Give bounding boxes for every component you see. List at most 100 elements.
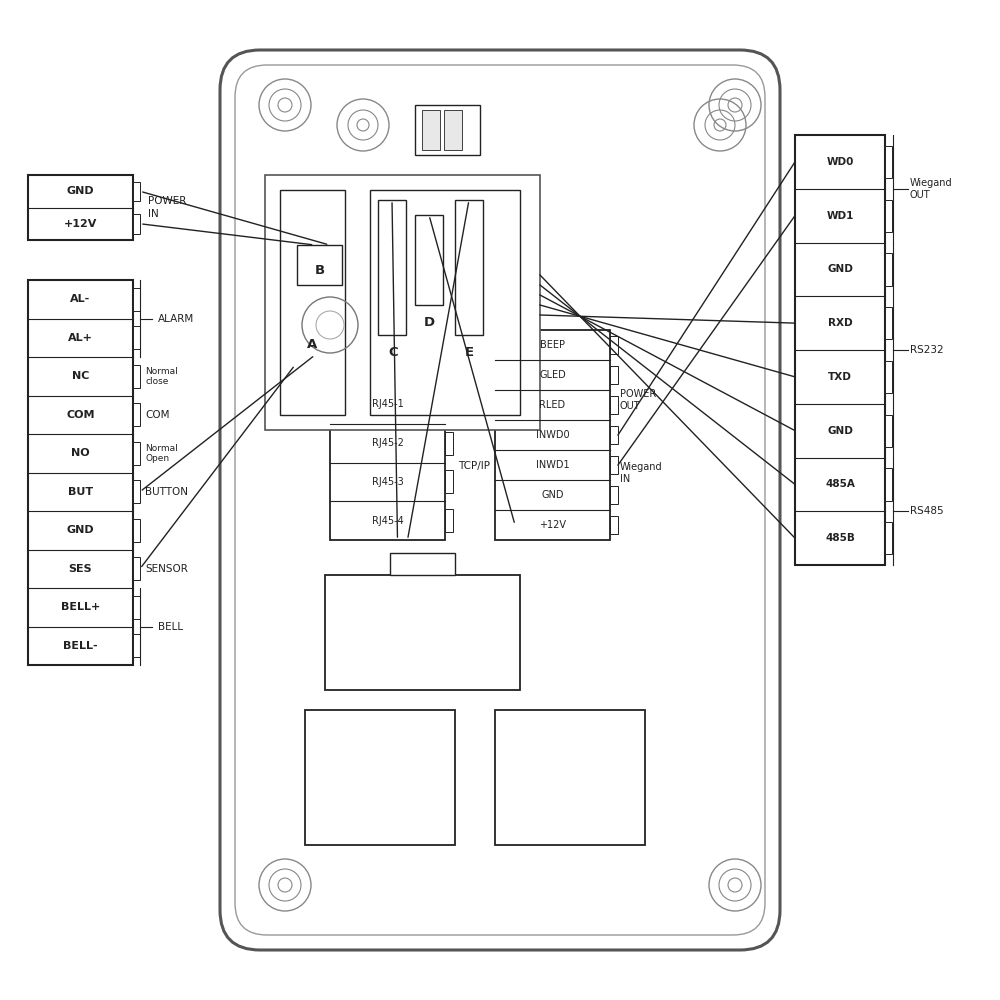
Bar <box>133 442 140 465</box>
Bar <box>133 214 140 233</box>
Text: BELL+: BELL+ <box>61 602 100 612</box>
Bar <box>885 522 892 554</box>
Bar <box>445 432 453 455</box>
Text: Normal
Open: Normal Open <box>145 444 178 463</box>
Bar <box>133 557 140 580</box>
Text: BUTTON: BUTTON <box>145 487 188 497</box>
Text: SES: SES <box>69 564 92 574</box>
Bar <box>133 403 140 426</box>
Bar <box>795 135 885 565</box>
Text: BELL-: BELL- <box>63 641 98 651</box>
Text: NC: NC <box>72 371 89 381</box>
Text: TXD: TXD <box>828 372 852 382</box>
Bar <box>610 336 618 354</box>
Bar <box>445 470 453 493</box>
Bar <box>885 468 892 500</box>
Bar <box>415 105 480 155</box>
Bar <box>133 365 140 388</box>
Bar <box>378 200 406 335</box>
Bar <box>885 253 892 286</box>
Text: NO: NO <box>71 448 90 458</box>
Text: Wiegand
IN: Wiegand IN <box>620 462 663 484</box>
Text: COM: COM <box>66 410 95 420</box>
Bar <box>445 393 453 416</box>
Text: RJ45-1: RJ45-1 <box>372 399 403 409</box>
Bar <box>610 516 618 534</box>
Text: GND: GND <box>67 186 94 196</box>
Text: COM: COM <box>145 410 170 420</box>
Text: 485B: 485B <box>825 533 855 543</box>
FancyBboxPatch shape <box>235 65 765 935</box>
Text: TCP/IP: TCP/IP <box>458 461 490 471</box>
Bar <box>445 509 453 532</box>
Text: GND: GND <box>827 426 853 436</box>
Text: Normal
close: Normal close <box>145 367 178 386</box>
Bar <box>280 190 345 415</box>
Bar <box>297 245 342 285</box>
Bar <box>495 330 610 540</box>
Text: E: E <box>464 346 474 359</box>
Text: SENSOR: SENSOR <box>145 564 188 574</box>
Bar <box>495 710 645 845</box>
Text: RS485: RS485 <box>910 506 944 516</box>
Bar <box>610 486 618 504</box>
Text: RXD: RXD <box>828 318 852 328</box>
Text: AL+: AL+ <box>68 333 93 343</box>
Bar <box>390 553 455 575</box>
Text: Wiegand
OUT: Wiegand OUT <box>910 178 953 200</box>
Bar <box>610 366 618 384</box>
Bar <box>133 288 140 311</box>
Text: +12V: +12V <box>64 219 97 229</box>
Bar <box>330 385 445 540</box>
FancyBboxPatch shape <box>220 50 780 950</box>
Text: BEEP: BEEP <box>540 340 565 350</box>
Text: A: A <box>307 338 317 352</box>
Bar <box>885 307 892 339</box>
Bar <box>885 414 892 447</box>
Bar <box>133 634 140 657</box>
Text: 485A: 485A <box>825 479 855 489</box>
Bar <box>415 215 443 305</box>
Bar <box>325 575 520 690</box>
Text: INWD1: INWD1 <box>536 460 569 470</box>
Text: POWER
IN: POWER IN <box>148 196 186 219</box>
Bar <box>422 110 440 150</box>
Bar <box>885 361 892 393</box>
Text: GND: GND <box>67 525 94 535</box>
Text: GLED: GLED <box>539 370 566 380</box>
Bar <box>610 456 618 474</box>
Bar <box>133 326 140 349</box>
Text: BUT: BUT <box>68 487 93 497</box>
Text: +12V: +12V <box>539 520 566 530</box>
Bar <box>305 710 455 845</box>
Text: ALARM: ALARM <box>158 314 194 324</box>
Bar <box>133 480 140 503</box>
Text: GND: GND <box>827 264 853 274</box>
Bar <box>265 175 540 430</box>
Bar <box>28 175 133 240</box>
Bar <box>444 110 462 150</box>
Text: RLED: RLED <box>539 400 566 410</box>
Bar <box>610 396 618 414</box>
Text: WD1: WD1 <box>826 211 854 221</box>
Text: RJ45-2: RJ45-2 <box>372 438 403 448</box>
Text: GND: GND <box>541 490 564 500</box>
Text: POWER
OUT: POWER OUT <box>620 389 656 411</box>
Bar <box>455 200 483 335</box>
Text: AL-: AL- <box>70 294 91 304</box>
Text: RS232: RS232 <box>910 345 944 355</box>
Bar <box>610 426 618 444</box>
Text: B: B <box>315 263 325 276</box>
Text: D: D <box>423 316 435 328</box>
Text: RJ45-4: RJ45-4 <box>372 516 403 526</box>
Bar <box>885 200 892 232</box>
Bar <box>28 280 133 665</box>
Text: INWD0: INWD0 <box>536 430 569 440</box>
Text: WD0: WD0 <box>826 157 854 167</box>
Bar <box>885 146 892 178</box>
Bar <box>133 182 140 201</box>
Text: RJ45-3: RJ45-3 <box>372 477 403 487</box>
Bar <box>370 190 520 415</box>
Bar <box>133 596 140 619</box>
Bar <box>133 519 140 542</box>
